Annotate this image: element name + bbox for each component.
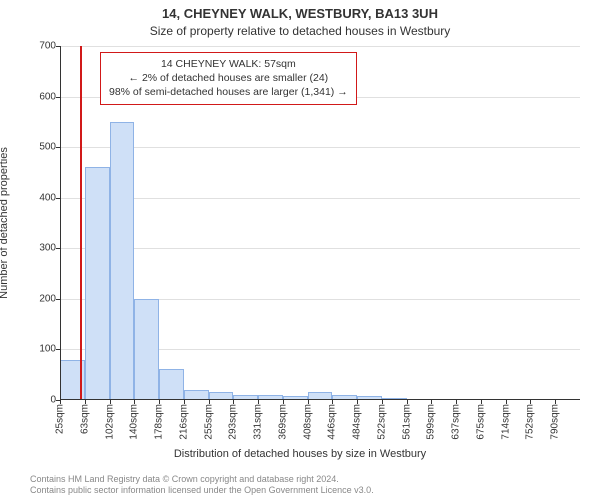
x-tick-label: 790sqm bbox=[550, 404, 561, 440]
property-marker-line bbox=[80, 46, 82, 400]
histogram-bar bbox=[159, 369, 184, 400]
legend-box: 14 CHEYNEY WALK: 57sqm ← 2% of detached … bbox=[100, 52, 357, 105]
x-tick-label: 25sqm bbox=[55, 404, 66, 434]
y-tick-mark bbox=[56, 147, 60, 148]
histogram-bar bbox=[382, 398, 407, 400]
legend-line-1: 14 CHEYNEY WALK: 57sqm bbox=[109, 57, 348, 71]
x-tick-label: 714sqm bbox=[500, 404, 511, 440]
x-tick-label: 255sqm bbox=[203, 404, 214, 440]
legend-line-3: 98% of semi-detached houses are larger (… bbox=[109, 85, 348, 99]
x-tick-label: 599sqm bbox=[426, 404, 437, 440]
chart-title: 14, CHEYNEY WALK, WESTBURY, BA13 3UH bbox=[0, 6, 600, 21]
x-tick-label: 561sqm bbox=[401, 404, 412, 440]
histogram-bar bbox=[184, 390, 209, 400]
x-tick-label: 446sqm bbox=[327, 404, 338, 440]
histogram-bar bbox=[258, 395, 283, 400]
gridline bbox=[60, 46, 580, 47]
y-tick-mark bbox=[56, 46, 60, 47]
histogram-bar bbox=[85, 167, 110, 400]
x-tick-label: 637sqm bbox=[451, 404, 462, 440]
plot-area: 14 CHEYNEY WALK: 57sqm ← 2% of detached … bbox=[60, 46, 580, 400]
y-tick-label: 600 bbox=[16, 91, 56, 102]
histogram-bar bbox=[283, 396, 308, 400]
y-tick-label: 400 bbox=[16, 192, 56, 203]
y-tick-mark bbox=[56, 97, 60, 98]
y-tick-label: 700 bbox=[16, 41, 56, 52]
y-tick-label: 500 bbox=[16, 142, 56, 153]
x-tick-label: 675sqm bbox=[475, 404, 486, 440]
footer-line-2: Contains public sector information licen… bbox=[30, 485, 374, 496]
y-axis-label: Number of detached properties bbox=[0, 147, 10, 299]
histogram-bar bbox=[233, 395, 258, 400]
x-tick-label: 331sqm bbox=[253, 404, 264, 440]
histogram-bar bbox=[134, 299, 159, 400]
histogram-bar bbox=[110, 122, 135, 400]
x-axis-label: Distribution of detached houses by size … bbox=[0, 448, 600, 460]
y-tick-mark bbox=[56, 248, 60, 249]
gridline bbox=[60, 198, 580, 199]
histogram-bar bbox=[308, 392, 333, 400]
x-tick-label: 369sqm bbox=[277, 404, 288, 440]
histogram-bar bbox=[209, 392, 234, 400]
gridline bbox=[60, 248, 580, 249]
y-tick-label: 200 bbox=[16, 293, 56, 304]
y-tick-label: 0 bbox=[16, 395, 56, 406]
x-tick-label: 216sqm bbox=[178, 404, 189, 440]
footer-line-1: Contains HM Land Registry data © Crown c… bbox=[30, 474, 374, 485]
y-tick-label: 100 bbox=[16, 344, 56, 355]
x-tick-label: 484sqm bbox=[352, 404, 363, 440]
x-tick-label: 293sqm bbox=[228, 404, 239, 440]
x-tick-label: 752sqm bbox=[525, 404, 536, 440]
legend-line-2: ← 2% of detached houses are smaller (24) bbox=[109, 71, 348, 85]
x-tick-label: 140sqm bbox=[129, 404, 140, 440]
attribution-footer: Contains HM Land Registry data © Crown c… bbox=[30, 474, 374, 497]
histogram-bar bbox=[357, 396, 382, 400]
x-tick-label: 522sqm bbox=[376, 404, 387, 440]
gridline bbox=[60, 147, 580, 148]
y-tick-mark bbox=[56, 299, 60, 300]
x-tick-label: 408sqm bbox=[302, 404, 313, 440]
histogram-bar bbox=[332, 395, 357, 400]
x-tick-label: 178sqm bbox=[154, 404, 165, 440]
y-tick-label: 300 bbox=[16, 243, 56, 254]
y-tick-mark bbox=[56, 349, 60, 350]
chart-subtitle: Size of property relative to detached ho… bbox=[0, 24, 600, 38]
x-tick-label: 63sqm bbox=[79, 404, 90, 434]
figure: 14, CHEYNEY WALK, WESTBURY, BA13 3UH Siz… bbox=[0, 0, 600, 500]
x-tick-label: 102sqm bbox=[104, 404, 115, 440]
y-tick-mark bbox=[56, 198, 60, 199]
